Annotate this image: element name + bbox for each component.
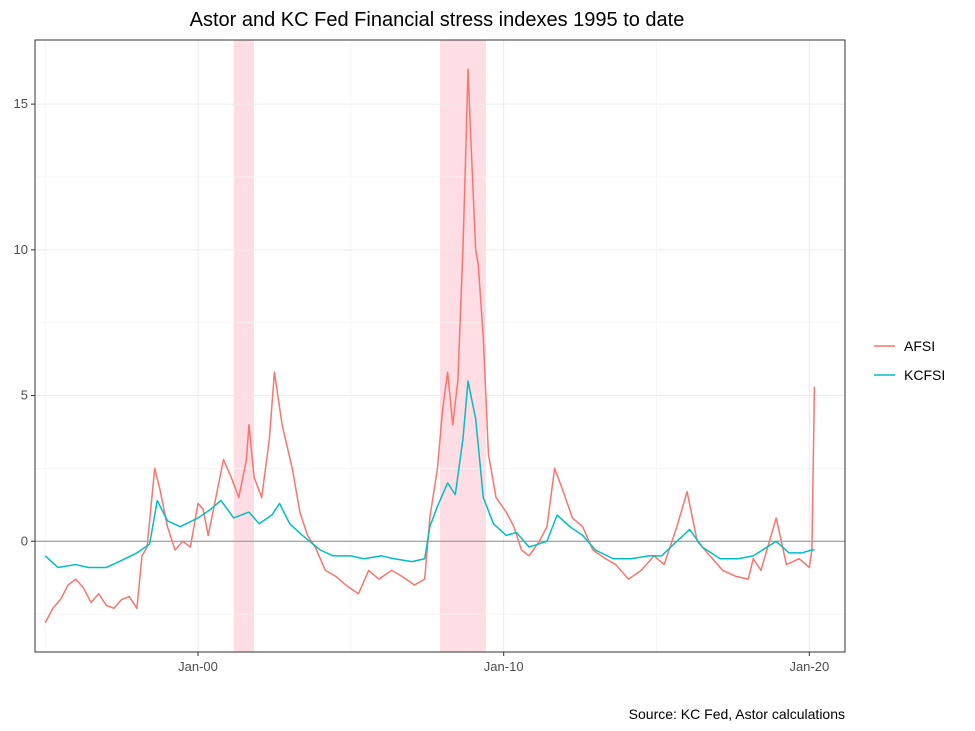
series-lines [44,68,816,624]
y-axis: 0 5 10 15 [14,96,35,548]
x-tick-label: Jan-10 [484,659,524,674]
chart-caption: Source: KC Fed, Astor calculations [629,706,845,722]
series-line-afsi [44,68,816,624]
plot-border [34,39,846,653]
x-tick-label: Jan-20 [789,659,829,674]
legend: AFSI KCFSI [874,338,945,383]
y-tick-label: 15 [14,96,28,111]
x-tick-label: Jan-00 [178,659,218,674]
legend-label-kcfsi: KCFSI [904,367,945,383]
x-axis: Jan-00 Jan-10 Jan-20 [178,652,829,674]
y-tick-label: 0 [21,533,28,548]
recession-shading-group [233,40,486,652]
legend-label-afsi: AFSI [904,338,935,354]
shaded-period [440,40,486,652]
chart-title: Astor and KC Fed Financial stress indexe… [190,9,685,31]
series-line-kcfsi [44,380,815,569]
y-tick-label: 10 [14,242,28,257]
y-tick-label: 5 [21,388,28,403]
shaded-period [233,40,255,652]
grid-lines [35,40,845,652]
